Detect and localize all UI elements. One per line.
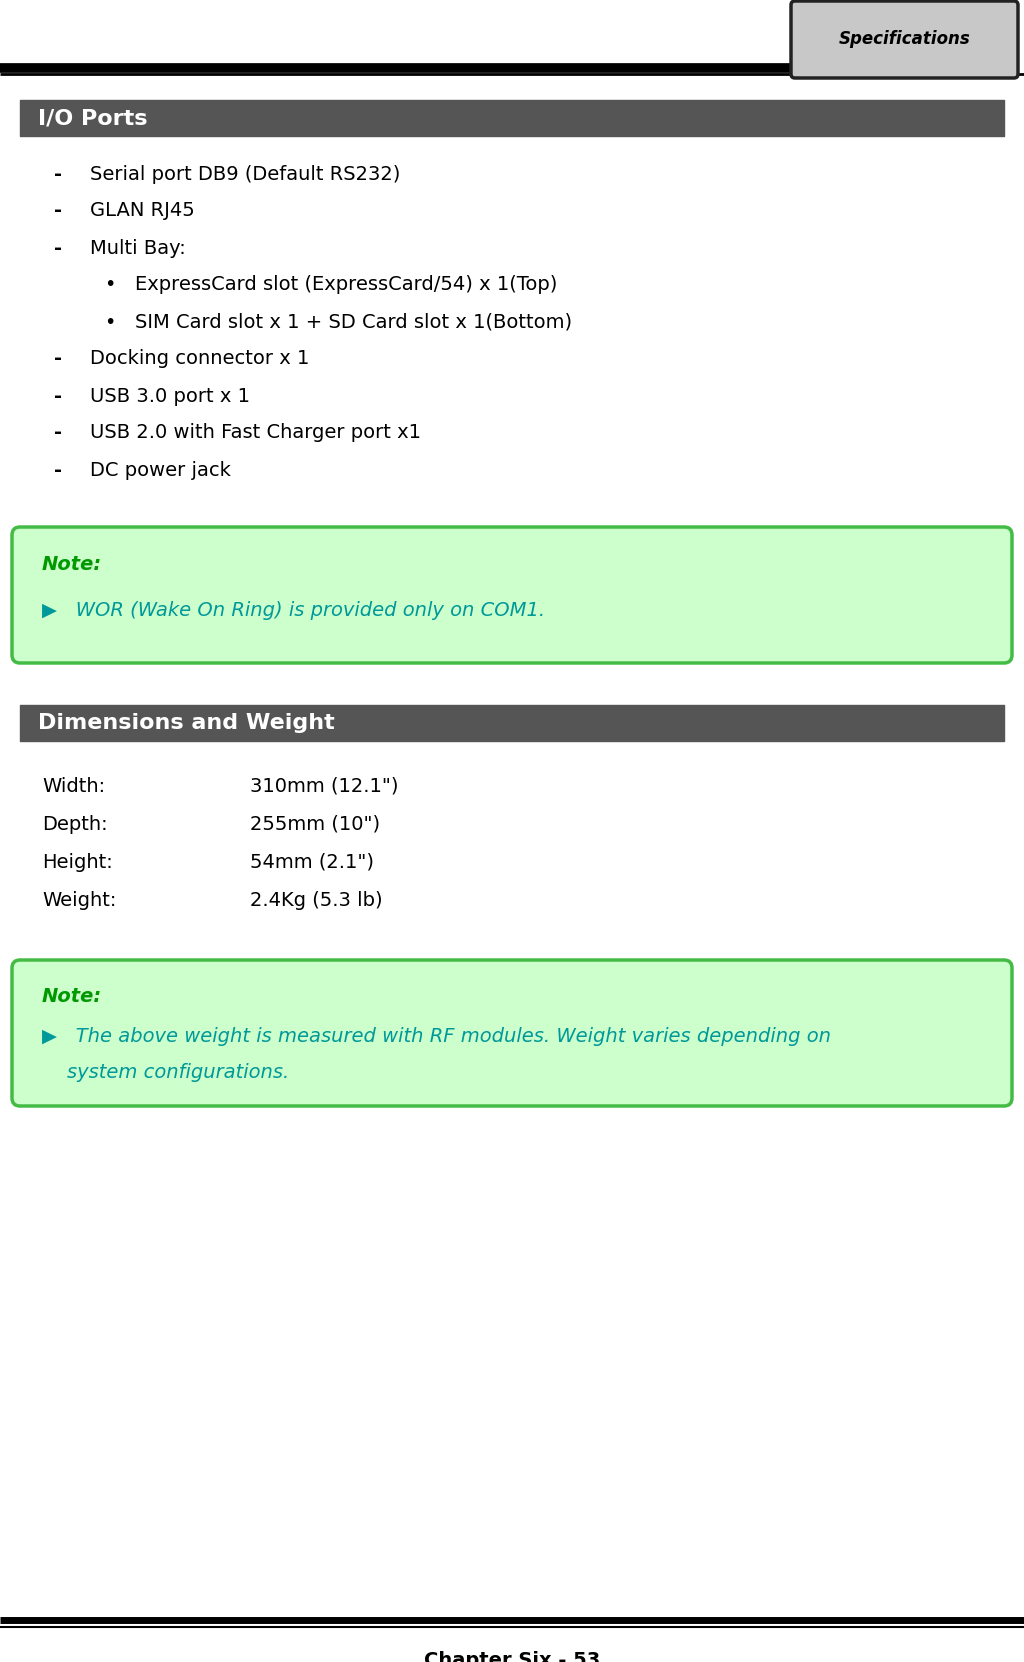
Text: ▶   The above weight is measured with RF modules. Weight varies depending on: ▶ The above weight is measured with RF m… [42, 1027, 831, 1045]
Text: Specifications: Specifications [839, 30, 971, 48]
Text: ▶   WOR (Wake On Ring) is provided only on COM1.: ▶ WOR (Wake On Ring) is provided only on… [42, 600, 545, 620]
Text: 310mm (12.1"): 310mm (12.1") [250, 776, 398, 796]
Text: •: • [104, 312, 116, 331]
Text: Note:: Note: [42, 555, 102, 575]
Text: Depth:: Depth: [42, 814, 108, 834]
Text: -: - [54, 239, 62, 258]
Text: I/O Ports: I/O Ports [38, 108, 147, 128]
Text: -: - [54, 349, 62, 369]
Text: GLAN RJ45: GLAN RJ45 [90, 201, 195, 221]
Text: Dimensions and Weight: Dimensions and Weight [38, 713, 335, 733]
Text: -: - [54, 460, 62, 480]
Text: •: • [104, 276, 116, 294]
Text: SIM Card slot x 1 + SD Card slot x 1(Bottom): SIM Card slot x 1 + SD Card slot x 1(Bot… [135, 312, 572, 331]
FancyBboxPatch shape [12, 961, 1012, 1105]
Text: 54mm (2.1"): 54mm (2.1") [250, 853, 374, 871]
Text: Width:: Width: [42, 776, 105, 796]
Text: ExpressCard slot (ExpressCard/54) x 1(Top): ExpressCard slot (ExpressCard/54) x 1(To… [135, 276, 557, 294]
Text: Docking connector x 1: Docking connector x 1 [90, 349, 309, 369]
Text: Weight:: Weight: [42, 891, 117, 909]
Text: DC power jack: DC power jack [90, 460, 230, 480]
Text: -: - [54, 165, 62, 183]
FancyBboxPatch shape [12, 527, 1012, 663]
FancyBboxPatch shape [791, 2, 1018, 78]
Text: 2.4Kg (5.3 lb): 2.4Kg (5.3 lb) [250, 891, 383, 909]
Text: Note:: Note: [42, 987, 102, 1006]
Text: USB 3.0 port x 1: USB 3.0 port x 1 [90, 387, 250, 406]
Text: Height:: Height: [42, 853, 113, 871]
Text: USB 2.0 with Fast Charger port x1: USB 2.0 with Fast Charger port x1 [90, 424, 421, 442]
Text: Chapter Six - 53: Chapter Six - 53 [424, 1650, 600, 1662]
Text: 255mm (10"): 255mm (10") [250, 814, 380, 834]
Text: -: - [54, 201, 62, 221]
Text: Serial port DB9 (Default RS232): Serial port DB9 (Default RS232) [90, 165, 400, 183]
Text: Multi Bay:: Multi Bay: [90, 239, 185, 258]
Text: -: - [54, 387, 62, 406]
Text: system configurations.: system configurations. [42, 1064, 289, 1082]
Text: -: - [54, 424, 62, 442]
